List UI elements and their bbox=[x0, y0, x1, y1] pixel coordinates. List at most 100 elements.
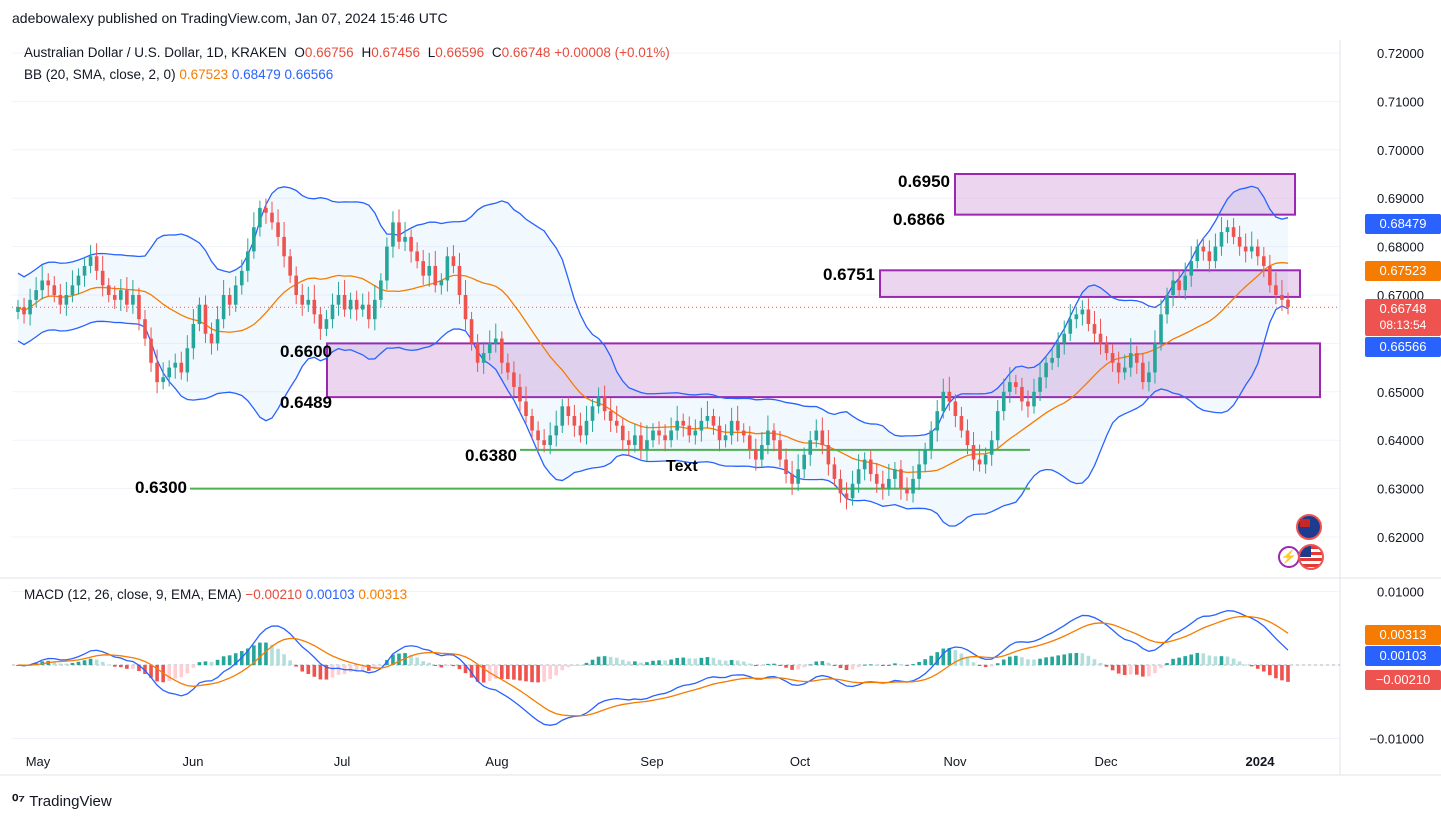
candle-body bbox=[639, 435, 643, 450]
macd-histogram-bar bbox=[306, 665, 311, 675]
macd-histogram-bar bbox=[173, 665, 178, 679]
macd-histogram-bar bbox=[119, 665, 123, 668]
macd-histogram-bar bbox=[560, 665, 565, 671]
macd-histogram-bar bbox=[1008, 656, 1012, 665]
macd-histogram-bar bbox=[1195, 652, 1200, 665]
macd-histogram-bar bbox=[288, 660, 292, 665]
macd-histogram-bar bbox=[155, 665, 159, 682]
candle-body bbox=[1219, 232, 1224, 247]
macd-histogram-bar bbox=[439, 665, 444, 668]
event-bolt-icon[interactable]: ⚡ bbox=[1278, 546, 1300, 568]
macd-legend[interactable]: MACD (12, 26, close, 9, EMA, EMA) −0.002… bbox=[24, 587, 407, 602]
macd-histogram-bar bbox=[747, 663, 752, 665]
macd-histogram-bar bbox=[905, 665, 909, 666]
candle-body bbox=[911, 478, 915, 494]
bb-upper-value: 0.68479 bbox=[231, 67, 281, 82]
candle-body bbox=[868, 459, 873, 475]
macd-histogram-bar bbox=[572, 665, 577, 666]
candle-body bbox=[1122, 367, 1127, 373]
candle-body bbox=[385, 246, 389, 281]
candle-body bbox=[221, 295, 226, 320]
candle-body bbox=[215, 319, 220, 344]
macd-histogram-bar bbox=[336, 665, 341, 675]
candle-body bbox=[947, 391, 952, 402]
candle-body bbox=[342, 295, 347, 310]
candle-body bbox=[784, 459, 788, 475]
macd-histogram-bar bbox=[687, 658, 692, 665]
macd-histogram-bar bbox=[790, 665, 794, 670]
bb-label: BB (20, SMA, close, 2, 0) bbox=[24, 67, 176, 82]
tradingview-logo[interactable]: ⁰⁷ TradingView bbox=[12, 791, 112, 811]
candle-body bbox=[475, 343, 480, 363]
high-label: H bbox=[361, 45, 372, 60]
candle-body bbox=[790, 474, 794, 484]
bb-legend[interactable]: BB (20, SMA, close, 2, 0) 0.67523 0.6847… bbox=[24, 67, 333, 82]
candle-body bbox=[935, 411, 940, 431]
zone-level-label: 0.6866 bbox=[893, 210, 945, 229]
close-value: 0.66748 bbox=[501, 45, 551, 60]
support-level-label: 0.6300 bbox=[135, 478, 187, 497]
bb-upper-tag: 0.68479 bbox=[1365, 214, 1441, 234]
macd-histogram-bar bbox=[1135, 665, 1139, 675]
macd-histogram-bar bbox=[1219, 656, 1224, 665]
macd-histogram-bar bbox=[995, 663, 1000, 665]
macd-histogram-bar bbox=[1177, 657, 1181, 665]
macd-histogram-bar bbox=[983, 665, 988, 668]
candle-body bbox=[391, 222, 395, 247]
candle-body bbox=[899, 469, 903, 489]
candle-body bbox=[161, 377, 165, 383]
symbol-name[interactable]: Australian Dollar / U.S. Dollar, 1D, KRA… bbox=[24, 45, 287, 60]
candle-body bbox=[995, 411, 1000, 441]
macd-histogram-bar bbox=[584, 662, 589, 665]
candle-body bbox=[1062, 333, 1067, 344]
candle-body bbox=[457, 265, 462, 295]
time-tick-label: Sep bbox=[640, 754, 663, 769]
macd-histogram-bar bbox=[82, 660, 87, 665]
aud-flag-icon[interactable] bbox=[1296, 514, 1322, 540]
candle-body bbox=[318, 314, 323, 329]
macd-histogram-bar bbox=[221, 656, 226, 665]
macd-histogram-bar bbox=[802, 665, 806, 668]
ohlc-legend: Australian Dollar / U.S. Dollar, 1D, KRA… bbox=[24, 45, 670, 60]
macd-histogram-bar bbox=[58, 663, 63, 665]
macd-histogram-bar bbox=[463, 665, 468, 674]
macd-histogram-bar bbox=[1104, 665, 1109, 667]
candle-body bbox=[173, 362, 178, 368]
candle-body bbox=[34, 290, 38, 300]
macd-histogram-bar bbox=[862, 664, 867, 666]
macd-histogram-bar bbox=[735, 660, 740, 665]
macd-histogram-bar bbox=[227, 655, 232, 665]
macd-histogram-bar bbox=[693, 658, 698, 665]
candle-body bbox=[493, 338, 498, 344]
candle-body bbox=[802, 454, 806, 470]
time-tick-label: Dec bbox=[1094, 754, 1118, 769]
candle-body bbox=[348, 299, 353, 310]
candle-body bbox=[1195, 246, 1200, 262]
macd-histogram-bar bbox=[1086, 655, 1091, 665]
macd-histogram-bar bbox=[868, 664, 873, 666]
macd-histogram-bar bbox=[421, 661, 425, 665]
usd-flag-icon[interactable] bbox=[1298, 544, 1324, 570]
candle-body bbox=[874, 474, 879, 484]
macd-histogram-bar bbox=[203, 661, 208, 665]
time-tick-label: Aug bbox=[485, 754, 508, 769]
candle-body bbox=[699, 420, 704, 431]
macd-histogram-bar bbox=[1262, 665, 1266, 672]
candle-body bbox=[94, 256, 99, 271]
candle-body bbox=[1177, 280, 1181, 291]
candle-body bbox=[481, 353, 486, 363]
macd-histogram-bar bbox=[1116, 665, 1121, 674]
macd-histogram-bar bbox=[1038, 658, 1042, 665]
candle-body bbox=[131, 295, 135, 305]
candle-body bbox=[1249, 246, 1254, 252]
candle-body bbox=[1231, 227, 1236, 237]
candle-body bbox=[415, 251, 419, 262]
candle-body bbox=[1237, 236, 1242, 247]
candle-body bbox=[282, 236, 286, 257]
macd-histogram-bar bbox=[1092, 659, 1097, 665]
candle-body bbox=[167, 367, 171, 378]
candle-body bbox=[330, 304, 335, 320]
macd-histogram-bar bbox=[1249, 665, 1254, 667]
